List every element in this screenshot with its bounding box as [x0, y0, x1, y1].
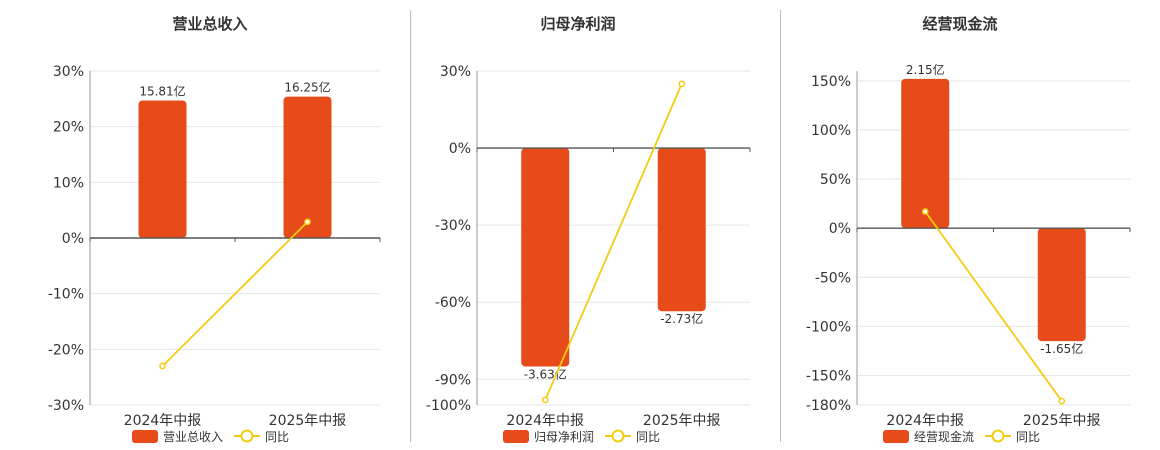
chart-title: 经营现金流: [922, 15, 997, 33]
panel-divider-1: [410, 10, 411, 442]
y-tick-label: -150%: [806, 369, 851, 385]
yoy-point: [1058, 397, 1066, 405]
bar: [283, 96, 332, 239]
legend-bar-swatch: [503, 430, 529, 443]
bar-value-label: 2.15亿: [906, 62, 945, 77]
y-tick-label: 0%: [449, 141, 471, 157]
y-tick-label: -100%: [426, 398, 471, 414]
yoy-point: [921, 208, 929, 215]
legend-bar-label: 经营现金流: [914, 429, 974, 444]
legend-line-marker: [240, 429, 254, 443]
y-tick-label: -30%: [435, 218, 471, 234]
y-tick-label: -90%: [435, 372, 471, 388]
bar-value-label: 16.25亿: [284, 80, 330, 95]
yoy-point: [159, 362, 166, 370]
y-tick-label: 30%: [53, 64, 84, 80]
x-category-label: 2025年中报: [643, 413, 721, 429]
bar-value-label: -3.63亿: [524, 366, 567, 381]
bar: [657, 148, 706, 312]
x-category-label: 2025年中报: [269, 413, 347, 429]
bar: [521, 148, 570, 367]
yoy-point: [304, 218, 311, 226]
y-tick-label: -10%: [48, 287, 84, 303]
y-tick-label: 20%: [53, 120, 84, 136]
x-category-label: 2024年中报: [506, 413, 584, 429]
chart-title: 归母净利润: [540, 15, 615, 33]
chart-title: 营业总收入: [172, 15, 247, 33]
bar-value-label: -2.73亿: [660, 311, 703, 326]
legend-line-label: 同比: [636, 430, 660, 444]
legend-bar-label: 营业总收入: [163, 430, 223, 444]
x-category-label: 2024年中报: [886, 413, 964, 429]
bar-value-label: 15.81亿: [139, 84, 185, 99]
panel-divider-2: [780, 10, 781, 442]
bar-value-label: -1.65亿: [1040, 341, 1083, 356]
x-category-label: 2025年中报: [1023, 413, 1101, 429]
legend-bar-swatch: [883, 430, 909, 443]
yoy-point: [541, 396, 549, 404]
yoy-line: [924, 210, 1063, 402]
y-tick-label: -100%: [806, 319, 851, 335]
yoy-line: [161, 221, 309, 367]
yoy-point: [678, 80, 686, 88]
y-tick-label: 30%: [440, 64, 471, 80]
bar: [1037, 228, 1086, 342]
y-tick-label: -50%: [815, 270, 851, 286]
legend-bar-swatch: [132, 430, 158, 443]
legend-line-label: 同比: [265, 430, 289, 444]
y-tick-label: 0%: [62, 231, 84, 247]
y-tick-label: -180%: [806, 398, 851, 414]
y-tick-label: -20%: [48, 342, 84, 358]
y-tick-label: 50%: [820, 172, 851, 188]
y-tick-label: 100%: [811, 123, 851, 139]
legend-line-marker: [611, 429, 625, 443]
yoy-line: [544, 83, 683, 401]
y-tick-label: -30%: [48, 398, 84, 414]
legend-line-marker: [991, 429, 1005, 443]
x-category-label: 2024年中报: [124, 413, 202, 429]
bar: [138, 100, 187, 239]
y-tick-label: -60%: [435, 295, 471, 311]
y-tick-label: 10%: [53, 175, 84, 191]
y-tick-label: 150%: [811, 74, 851, 90]
y-tick-label: 0%: [829, 221, 851, 237]
legend-line-label: 同比: [1016, 430, 1040, 444]
legend-bar-label: 归母净利润: [534, 430, 594, 444]
bar: [901, 78, 950, 229]
